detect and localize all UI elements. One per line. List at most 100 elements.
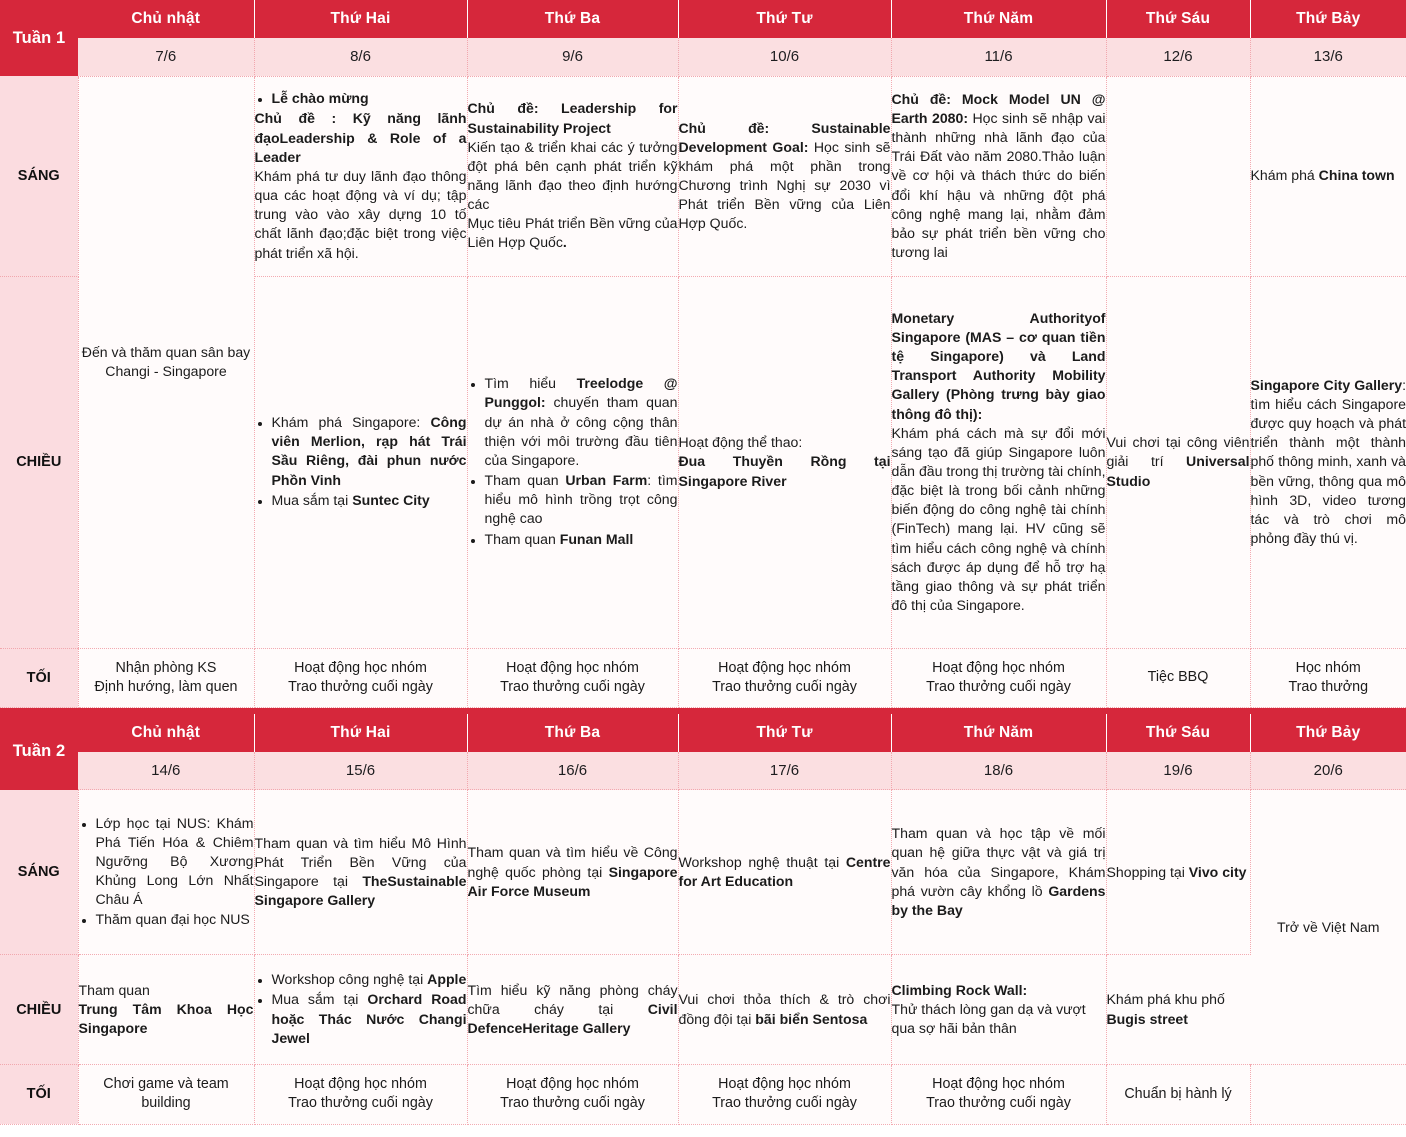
week2-day-saturday: Thứ Bảy [1250, 713, 1406, 752]
week1-thursday-afternoon-title: Monetary Authorityof Singapore (MAS – cơ… [891, 309, 1106, 422]
week2-afternoon-label: CHIỀU [0, 954, 79, 1066]
week1-wednesday-afternoon-line2: Đua Thuyền Rồng tại Singapore River [678, 453, 891, 489]
week2-monday-afternoon: Workshop công nghệ tại Apple Mua sắm tại… [254, 954, 468, 1066]
week1-evening-thursday: Hoạt động học nhóm Trao thưởng cuối ngày [891, 648, 1107, 709]
week1-day-tuesday: Thứ Ba [467, 0, 679, 38]
week1-monday-topic: Chủ đề : Kỹ năng lãnh đạoLeadership & Ro… [254, 110, 467, 165]
week1-date-monday: 8/6 [254, 38, 468, 77]
week2-morning-row: SÁNG Lớp học tại NUS: Khám Phá Tiến Hóa … [0, 789, 1406, 1066]
week1-label: Tuần 1 [0, 0, 78, 76]
week1-date-sunday: 7/6 [78, 38, 255, 77]
week1-day-thursday: Thứ Năm [891, 0, 1107, 38]
week1-day-sunday: Chủ nhật [78, 0, 255, 38]
week1-sunday-arrival: Đến và thăm quan sân bay Changi - Singap… [78, 76, 255, 649]
week2-date-monday: 15/6 [254, 751, 468, 791]
week2-date-friday: 19/6 [1106, 751, 1251, 791]
week1-day-monday: Thứ Hai [254, 0, 468, 38]
week2-day-thursday: Thứ Năm [891, 713, 1107, 752]
week1-monday-morning: Lễ chào mừng Chủ đề : Kỹ năng lãnh đạoLe… [254, 76, 468, 277]
week1-tuesday-desc2: Mục tiêu Phát triển Bền vững của Liên Hợ… [467, 215, 678, 251]
list-item: Thăm quan đại học NUS [96, 910, 254, 929]
week1-saturday-afternoon: Singapore City Gallery: tìm hiểu cách Si… [1250, 276, 1406, 649]
list-item: Tham quan Urban Farm: tìm hiểu mô hình t… [485, 471, 678, 528]
week1-day-saturday: Thứ Bảy [1250, 0, 1406, 38]
week2-day-sunday: Chủ nhật [78, 713, 255, 752]
week2-label: Tuần 2 [0, 713, 78, 790]
week2-day-tuesday: Thứ Ba [467, 713, 679, 752]
list-item: Tham quan Funan Mall [485, 530, 678, 549]
week2-thursday-afternoon: Climbing Rock Wall: Thử thách lòng gan d… [891, 954, 1107, 1066]
week2-sunday-afternoon-place: Trung Tâm Khoa Học Singapore [78, 1001, 254, 1037]
week2-date-saturday: 20/6 [1250, 751, 1406, 791]
week2-friday-afternoon: Khám phá khu phố Bugis street [1106, 954, 1250, 1066]
list-item: Lễ chào mừng [272, 89, 467, 108]
week1-saturday-morning-pre: Khám phá [1250, 167, 1319, 184]
week1-date-thursday: 11/6 [891, 38, 1107, 77]
week2-friday-morning: Shopping tại Vivo city [1106, 789, 1251, 956]
week1-evening-friday: Tiệc BBQ [1106, 648, 1251, 709]
week2-evening-row: TỐI Chơi game và team building Hoạt động… [0, 1064, 1406, 1125]
list-item: Lớp học tại NUS: Khám Phá Tiến Hóa & Chi… [96, 814, 254, 910]
week1-date-row: 7/6 8/6 9/6 10/6 11/6 12/6 13/6 [0, 38, 1406, 77]
week1-wednesday-afternoon: Hoạt động thể thao: Đua Thuyền Rồng tại … [678, 276, 892, 649]
week1-morning-label: SÁNG [0, 76, 79, 277]
week1-evening-saturday: Học nhóm Trao thưởng [1250, 648, 1406, 709]
week2-date-tuesday: 16/6 [467, 751, 679, 791]
week1-morning-row: SÁNG Đến và thăm quan sân bay Changi - S… [0, 76, 1406, 649]
week1-monday-afternoon: Khám phá Singapore: Công viên Merlion, r… [254, 276, 468, 649]
week2-day-friday: Thứ Sáu [1106, 713, 1251, 752]
week1-monday-afternoon-bullets: Khám phá Singapore: Công viên Merlion, r… [255, 413, 467, 510]
week1-evening-monday: Hoạt động học nhóm Trao thưởng cuối ngày [254, 648, 468, 709]
week1-afternoon-row: CHIỀU Khám phá Singapore: Công viên Merl… [0, 276, 1406, 649]
list-item: Tìm hiểu Treelodge @ Punggol: chuyến tha… [485, 374, 678, 470]
week2-sunday-afternoon: Tham quan Trung Tâm Khoa Học Singapore [78, 954, 255, 1066]
week-separator [0, 707, 1406, 714]
week2-afternoon-row: CHIỀU Tham quan Trung Tâm Khoa Học Singa… [0, 954, 1406, 1066]
week1-monday-desc: Khám phá tư duy lãnh đạo thông qua các h… [254, 167, 467, 261]
week1-friday-afternoon: Vui chơi tại công viên giải trí Universa… [1106, 276, 1251, 649]
week1-thursday-topic: Chủ đề: Mock Model UN @ Earth 2080: Học … [891, 90, 1106, 261]
week2-thursday-afternoon-title: Climbing Rock Wall: [891, 981, 1028, 998]
week2-sunday-morning-bullets: Lớp học tại NUS: Khám Phá Tiến Hóa & Chi… [79, 814, 254, 930]
week1-wednesday-afternoon-line1: Hoạt động thể thao: [678, 434, 803, 451]
week1-day-friday: Thứ Sáu [1106, 0, 1251, 38]
week2-wednesday-afternoon: Vui chơi thỏa thích & trò chơi đồng đội … [678, 954, 892, 1066]
list-item: Mua sắm tại Orchard Road hoặc Thác Nước … [272, 990, 467, 1047]
week1-date-wednesday: 10/6 [678, 38, 892, 77]
week2-tuesday-afternoon: Tìm hiểu kỹ năng phòng cháy chữa cháy tạ… [467, 954, 679, 1066]
week2-monday-morning: Tham quan và tìm hiểu Mô Hình Phát Triển… [254, 789, 468, 956]
week1-thursday-afternoon: Monetary Authorityof Singapore (MAS – cơ… [891, 276, 1107, 649]
week1-date-tuesday: 9/6 [467, 38, 679, 77]
week1-tuesday-morning: Chủ đề: Leadership for Sustainability Pr… [467, 76, 679, 277]
week1-evening-tuesday: Hoạt động học nhóm Trao thưởng cuối ngày [467, 648, 679, 709]
week2-monday-afternoon-bullets: Workshop công nghệ tại Apple Mua sắm tại… [255, 970, 467, 1048]
week2-date-wednesday: 17/6 [678, 751, 892, 791]
week2-evening-sunday: Chơi game và team building [78, 1064, 255, 1125]
week2-date-sunday: 14/6 [78, 751, 255, 791]
week2-date-row: 14/6 15/6 16/6 17/6 18/6 19/6 20/6 [0, 751, 1406, 791]
week1-thursday-morning: Chủ đề: Mock Model UN @ Earth 2080: Học … [891, 76, 1107, 277]
week1-date-saturday: 13/6 [1250, 38, 1406, 77]
week2-saturday-return-text: Trở về Việt Nam [1277, 918, 1380, 935]
week2-day-wednesday: Thứ Tư [678, 713, 892, 752]
list-item: Khám phá Singapore: Công viên Merlion, r… [272, 413, 467, 490]
week1-tuesday-afternoon-bullets: Tìm hiểu Treelodge @ Punggol: chuyến tha… [468, 374, 678, 548]
week2-thursday-morning: Tham quan và học tập về mối quan hệ giữa… [891, 789, 1107, 956]
week2-evening-wednesday: Hoạt động học nhóm Trao thưởng cuối ngày [678, 1064, 892, 1125]
week2-day-monday: Thứ Hai [254, 713, 468, 752]
week1-evening-label: TỐI [0, 648, 79, 709]
week2-thursday-afternoon-desc: Thử thách lòng gan dạ và vượt qua sợ hãi… [891, 1001, 1086, 1037]
week1-saturday-morning: Khám phá China town [1250, 76, 1406, 277]
week1-tuesday-desc: Kiến tạo & triển khai các ý tưởng đột ph… [467, 138, 678, 213]
week1-thursday-afternoon-desc: Khám phá cách mà sự đổi mới sáng tạo đã … [891, 424, 1106, 614]
week1-date-friday: 12/6 [1106, 38, 1251, 77]
week1-sunday-arrival-text: Đến và thăm quan sân bay Changi - Singap… [81, 343, 251, 379]
week2-evening-thursday: Hoạt động học nhóm Trao thưởng cuối ngày [891, 1064, 1107, 1125]
week1-day-wednesday: Thứ Tư [678, 0, 892, 38]
week1-day-header-row: Tuần 1 Chủ nhật Thứ Hai Thứ Ba Thứ Tư Th… [0, 0, 1406, 76]
week1-tuesday-topic: Chủ đề: Leadership for Sustainability Pr… [467, 100, 678, 136]
week1-wednesday-topic: Chủ đề: Sustainable Development Goal: Họ… [678, 119, 891, 232]
week2-day-header-row: Tuần 2 Chủ nhật Thứ Hai Thứ Ba Thứ Tư Th… [0, 713, 1406, 790]
